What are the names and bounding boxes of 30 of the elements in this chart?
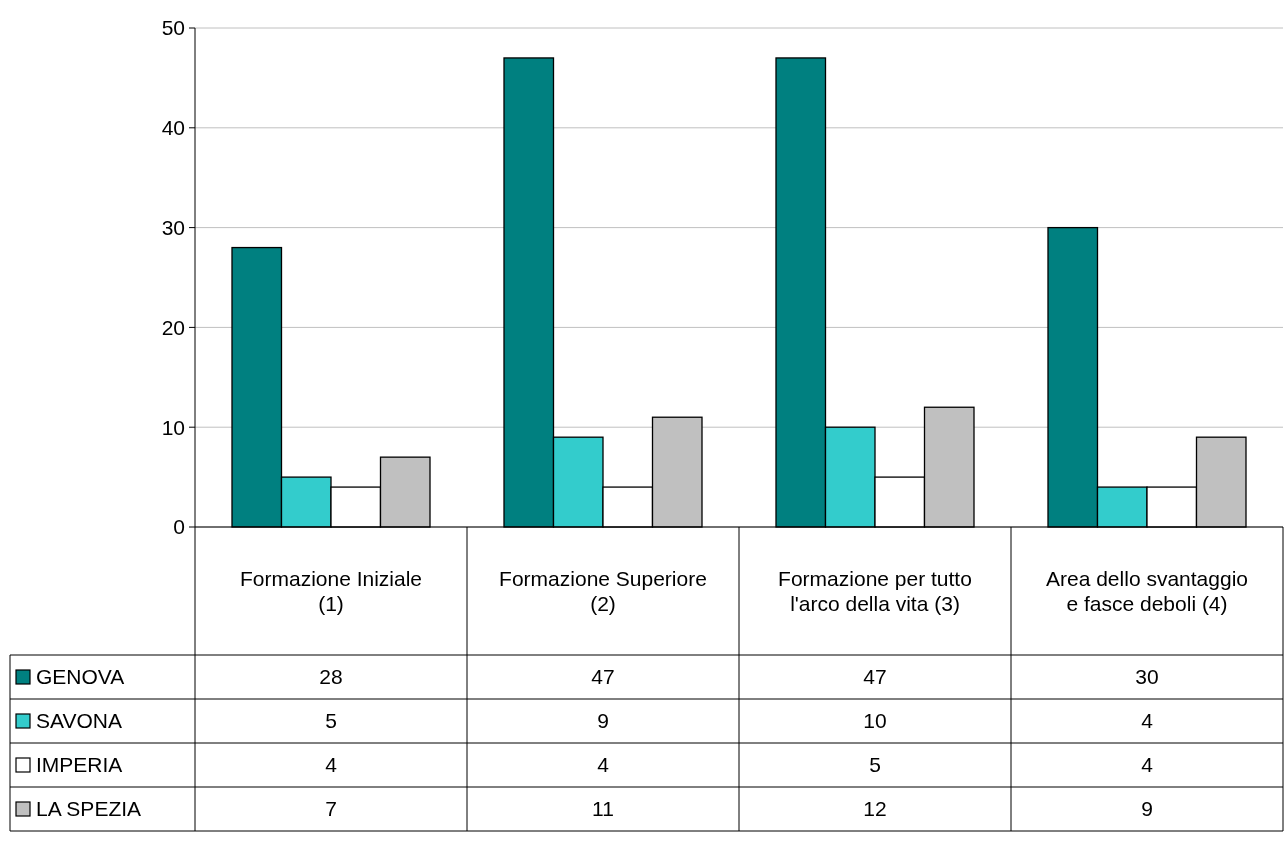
data-label: 47 <box>863 665 887 689</box>
data-label: 12 <box>863 797 887 821</box>
y-tick-label: 40 <box>161 116 185 140</box>
y-tick-label: 30 <box>161 215 185 239</box>
data-label: 4 <box>1141 709 1154 733</box>
x-tick-label: Formazione Superiore (2) <box>499 566 707 615</box>
legend-label: LA SPEZIA <box>36 797 142 821</box>
data-label: 11 <box>592 797 614 821</box>
y-tick-label: 50 <box>161 16 185 40</box>
y-tick-label: 10 <box>161 415 185 439</box>
data-label: 4 <box>1141 753 1154 777</box>
legend-label: IMPERIA <box>36 753 123 777</box>
legend-label: GENOVA <box>36 665 125 689</box>
data-label: 9 <box>597 709 609 733</box>
x-tick-label: Formazione Iniziale (1) <box>239 566 423 615</box>
data-label: 7 <box>325 797 337 821</box>
data-label: 5 <box>325 709 337 733</box>
y-tick-label: 20 <box>161 315 185 339</box>
data-label: 30 <box>1135 665 1159 689</box>
data-label: 47 <box>591 665 615 689</box>
data-label: 28 <box>319 665 343 689</box>
y-tick-label: 0 <box>173 515 185 539</box>
x-tick-label: Area dello svantaggio e fasce deboli (4) <box>1046 566 1248 615</box>
legend-label: SAVONA <box>36 709 122 733</box>
data-label: 10 <box>863 709 887 733</box>
x-tick-label: Formazione per tutto l'arco della vita (3) <box>778 566 972 615</box>
data-label: 5 <box>869 753 881 777</box>
data-label: 9 <box>1141 797 1153 821</box>
data-label: 4 <box>597 753 610 777</box>
data-label: 4 <box>325 753 338 777</box>
